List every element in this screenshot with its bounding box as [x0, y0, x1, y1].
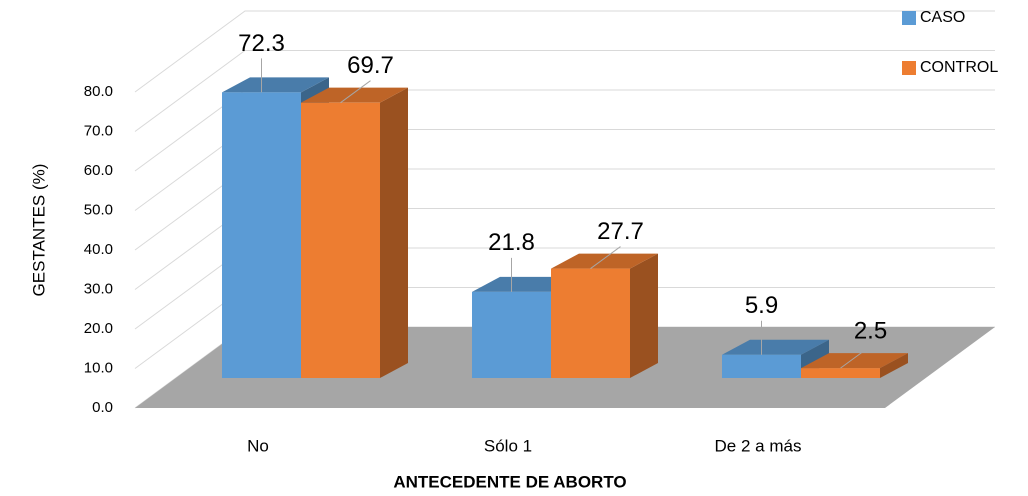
bar-top	[801, 353, 908, 369]
leader-line	[840, 345, 871, 369]
bar-front	[301, 102, 380, 378]
y-tick-label: 40.0	[84, 241, 113, 258]
y-tick-label: 20.0	[84, 320, 113, 337]
y-tick-label: 10.0	[84, 359, 113, 376]
bar-front	[472, 291, 551, 378]
data-label: 27.7	[597, 218, 644, 245]
grid-line	[134, 10, 995, 93]
bar-side	[880, 353, 908, 378]
bar	[551, 253, 658, 378]
bar-front	[551, 268, 630, 378]
bar-front	[722, 354, 801, 378]
bar-side	[380, 87, 408, 378]
bar-front	[801, 368, 880, 378]
y-tick-label: 50.0	[84, 201, 113, 218]
data-label: 5.9	[745, 292, 778, 319]
leader-line	[590, 246, 621, 269]
bar-side	[630, 253, 658, 378]
bar-top	[301, 87, 408, 103]
y-tick-label: 60.0	[84, 162, 113, 179]
legend-swatch	[902, 61, 916, 75]
bar-top	[722, 339, 829, 355]
y-tick-label: 30.0	[84, 280, 113, 297]
y-tick-label: 0.0	[92, 399, 113, 416]
data-label: 21.8	[488, 229, 535, 256]
bar	[301, 87, 408, 378]
legend-label: CONTROL	[920, 59, 998, 76]
x-axis-title: ANTECEDENTE DE ABORTO	[393, 472, 626, 491]
grid-line	[134, 50, 995, 132]
y-tick-label: 70.0	[84, 122, 113, 139]
data-label: 69.7	[347, 52, 394, 79]
bar	[801, 353, 908, 378]
legend-label: CASO	[920, 9, 965, 26]
data-label: 72.3	[238, 30, 285, 57]
y-axis-title: GESTANTES (%)	[29, 164, 48, 297]
bar-top	[222, 77, 329, 93]
x-tick-label: No	[247, 436, 269, 455]
legend-swatch	[902, 11, 916, 25]
bar	[722, 339, 829, 378]
bar-front	[222, 92, 301, 378]
x-tick-label: De 2 a más	[715, 436, 802, 455]
bar-top	[551, 253, 658, 269]
y-tick-label: 80.0	[84, 83, 113, 100]
leader-line	[340, 80, 371, 104]
x-tick-label: Sólo 1	[484, 436, 532, 455]
data-label: 2.5	[854, 317, 887, 344]
